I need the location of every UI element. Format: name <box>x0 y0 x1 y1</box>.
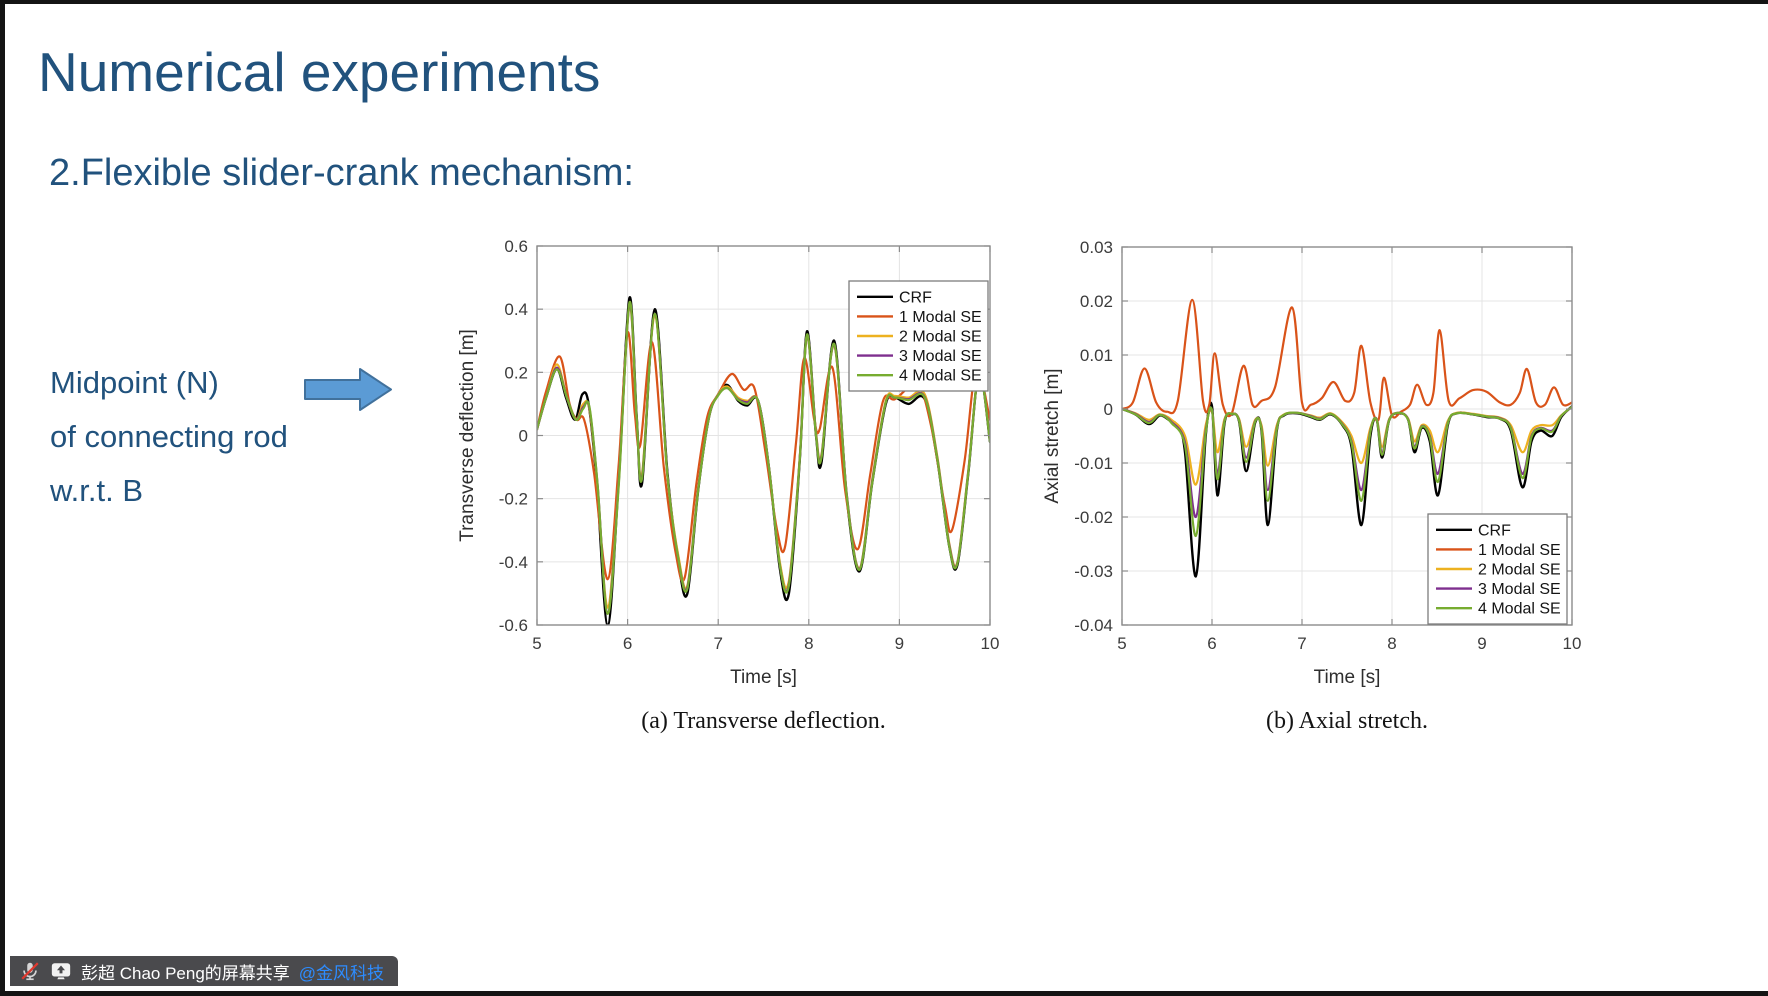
x-tick-label: 7 <box>1297 634 1306 653</box>
y-axis-label: Transverse deflection [m] <box>457 329 478 542</box>
legend-item-label: 3 Modal SE <box>899 348 982 365</box>
x-tick-label: 8 <box>1387 634 1396 653</box>
legend-item-label: 2 Modal SE <box>1478 562 1561 579</box>
right-block-arrow-icon <box>303 367 393 412</box>
x-tick-label: 8 <box>804 634 813 653</box>
series-2-modal-se <box>537 304 990 609</box>
legend: CRF 1 Modal SE 2 Modal SE 3 Modal SE 4 Modal… <box>1427 513 1568 625</box>
y-tick-label: 0 <box>519 427 528 446</box>
x-axis-label: Time [s] <box>730 667 797 688</box>
x-tick-label: 5 <box>1117 634 1126 653</box>
note-line-midpoint: Midpoint (N) <box>50 365 219 400</box>
share-status-text: 彭超 Chao Peng的屏幕共享 <box>81 963 290 983</box>
legend: CRF 1 Modal SE 2 Modal SE 3 Modal SE 4 Modal… <box>848 280 989 392</box>
chart-caption: (b) Axial stretch. <box>1266 708 1428 734</box>
y-tick-label: -0.2 <box>499 490 528 509</box>
y-tick-label: 0.2 <box>504 363 528 382</box>
y-axis-label: Axial stretch [m] <box>1042 368 1063 503</box>
x-tick-label: 6 <box>1207 634 1216 653</box>
note-line-wrt-b: w.r.t. B <box>50 473 144 508</box>
axes-box <box>1121 246 1573 626</box>
y-tick-label: 0.03 <box>1080 238 1113 257</box>
series-1-modal-se <box>1122 298 1572 422</box>
x-tick-label: 9 <box>895 634 904 653</box>
x-tick-label: 7 <box>713 634 722 653</box>
x-tick-label: 6 <box>623 634 632 653</box>
y-tick-label: 0.6 <box>504 237 528 256</box>
y-tick-label: -0.4 <box>499 553 528 572</box>
legend-item-label: CRF <box>899 289 932 306</box>
x-tick-label: 10 <box>1563 634 1582 653</box>
share-mention-link[interactable]: @金风科技 <box>298 963 385 983</box>
note-line-connecting-rod: of connecting rod <box>50 419 288 454</box>
slide-title: Numerical experiments <box>38 41 601 103</box>
series-4-modal-se <box>537 300 990 616</box>
y-tick-label: -0.03 <box>1074 562 1113 581</box>
series-1-modal-se <box>537 331 990 583</box>
slide-subtitle: 2.Flexible slider-crank mechanism: <box>49 152 634 194</box>
y-tick-label: -0.04 <box>1074 616 1113 635</box>
chart-caption: (a) Transverse deflection. <box>641 708 886 734</box>
screen-share-icon <box>50 960 72 982</box>
legend-item-label: 1 Modal SE <box>899 309 982 326</box>
microphone-muted-icon[interactable] <box>19 960 41 982</box>
y-tick-label: 0 <box>1104 400 1113 419</box>
legend-item-label: 2 Modal SE <box>899 329 982 346</box>
legend-item-label: 1 Modal SE <box>1478 542 1561 559</box>
x-tick-label: 10 <box>981 634 1000 653</box>
x-tick-label: 5 <box>532 634 541 653</box>
legend-item-label: CRF <box>1478 522 1511 539</box>
note-text: Midpoint (N) of connecting rod w.r.t. B <box>50 356 288 518</box>
legend-item-label: 4 Modal SE <box>1478 601 1561 618</box>
y-tick-label: 0.02 <box>1080 292 1113 311</box>
share-bar[interactable]: 彭超 Chao Peng的屏幕共享 @金风科技 <box>10 956 398 986</box>
series-4-modal-se <box>1122 405 1572 538</box>
y-tick-label: 0.01 <box>1080 346 1113 365</box>
y-tick-label: -0.01 <box>1074 454 1113 473</box>
legend-item-label: 3 Modal SE <box>1478 581 1561 598</box>
chart-axial-stretch: 5 6 7 8 9 10 0.03 0.02 0.01 0 -0.01 -0.02 -0.03 -0.04… <box>1042 238 1582 734</box>
y-tick-label: -0.02 <box>1074 508 1113 527</box>
presentation-slide: Numerical experiments 2.Flexible slider-… <box>5 4 1768 991</box>
legend-item-label: 4 Modal SE <box>899 368 982 385</box>
y-tick-label: 0.4 <box>504 300 528 319</box>
x-tick-label: 9 <box>1477 634 1486 653</box>
y-tick-label: -0.6 <box>499 616 528 635</box>
chart-transverse-deflection: 5 6 7 8 9 10 0.6 0.4 0.2 0 -0.2 -0.4 -0.6 Time [s] Tra… <box>457 237 1000 734</box>
x-axis-label: Time [s] <box>1314 667 1381 688</box>
